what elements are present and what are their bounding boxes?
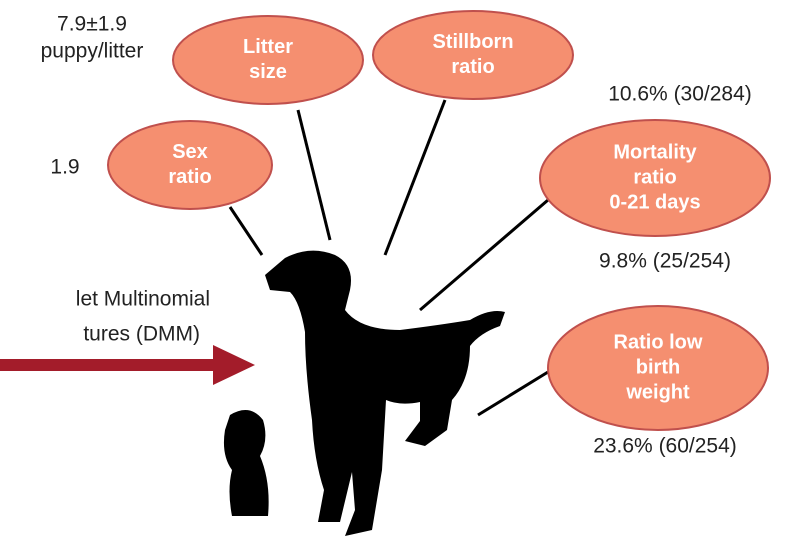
method-label: tures (DMM) — [83, 323, 200, 346]
node-ellipse — [107, 120, 273, 210]
node-label: Stillborn — [432, 31, 513, 53]
connectors — [228, 99, 549, 417]
node-label: Mortality — [613, 141, 697, 163]
node-ellipse — [372, 10, 574, 100]
nodes: Litter size 7.9±1.9 puppy/litter Stillborn ra… — [41, 10, 771, 458]
node: Stillborn ratio 10.6% (30/284) — [372, 10, 752, 106]
node-label: 0-21 days — [609, 191, 700, 213]
node-ellipse — [172, 15, 364, 105]
connector — [477, 370, 549, 417]
arrow-head — [213, 345, 255, 385]
node-label: size — [249, 61, 287, 83]
connector — [419, 198, 549, 312]
dog-silhouette — [265, 250, 505, 537]
node: Ratio low birth weight 23.6% (60/254) — [547, 305, 769, 458]
node: Mortality ratio 0-21 days 9.8% (25/254) — [539, 119, 771, 273]
node-value: 1.9 — [50, 156, 79, 179]
node-ellipse — [539, 119, 771, 237]
node-label: birth — [636, 356, 680, 378]
arrow-shaft — [0, 359, 215, 371]
puppy-silhouette — [223, 410, 269, 516]
node-value: 10.6% (30/284) — [608, 83, 752, 106]
node-label: ratio — [451, 56, 494, 78]
connector — [296, 109, 332, 241]
node-label: weight — [625, 381, 690, 403]
node: Sex ratio 1.9 — [50, 120, 273, 210]
node-value: 9.8% (25/254) — [599, 250, 731, 273]
connector — [228, 206, 264, 256]
node-label: Sex — [172, 141, 208, 163]
node-value: puppy/litter — [41, 40, 144, 63]
method-label: let Multinomial — [76, 288, 210, 311]
node-label: Ratio low — [614, 331, 703, 353]
node-ellipse — [547, 305, 769, 431]
connector — [383, 99, 447, 256]
node-label: ratio — [168, 166, 211, 188]
node: Litter size 7.9±1.9 puppy/litter — [41, 13, 364, 105]
arrow — [0, 345, 255, 385]
node-label: Litter — [243, 36, 293, 58]
node-value: 23.6% (60/254) — [593, 435, 737, 458]
node-label: ratio — [633, 166, 676, 188]
node-value: 7.9±1.9 — [57, 13, 127, 36]
